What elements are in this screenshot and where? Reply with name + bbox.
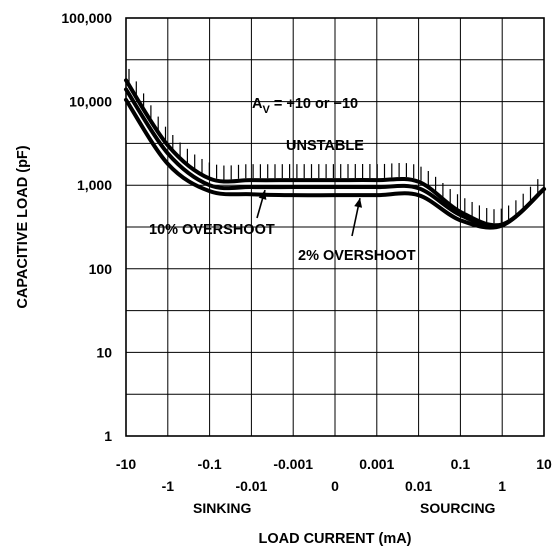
y-tick-label: 100 [89,261,113,277]
overshoot-2-label: 2% OVERSHOOT [298,248,416,264]
y-tick-label: 100,000 [61,10,112,26]
x-tick-label: -0.001 [273,456,313,472]
arrow-to-10pct-curve [256,189,267,219]
arrow-to-2pct-curve [351,197,363,237]
y-tick-label: 10 [96,344,112,360]
series-line-upper-boundary [124,78,546,228]
x-tick-labels: -10 -0.1 -0.001 0.001 0.1 10 -1 -0.01 0 0.01 1 [116,456,552,494]
x-tick-label: 0.01 [405,478,432,494]
x-tick-label: -10 [116,456,136,472]
sinking-label: SINKING [193,500,251,516]
y-tick-label: 1,000 [77,177,112,193]
x-tick-label: 1 [498,478,506,494]
x-tick-label: 0 [331,478,339,494]
x-tick-label: -1 [162,478,175,494]
series-group [124,78,546,230]
x-tick-label: 0.1 [451,456,471,472]
plot-frame [125,17,545,437]
series-line-overshoot-2 [124,97,546,230]
y-tick-label: 10,000 [69,94,112,110]
y-tick-labels: 100,000 10,000 1,000 100 10 1 [61,10,112,444]
x-tick-label: 0.001 [359,456,394,472]
y-axis-title: CAPACITIVE LOAD (pF) [15,145,31,308]
overshoot-10-label: 10% OVERSHOOT [149,222,275,238]
x-axis-title: LOAD CURRENT (mA) [258,531,411,547]
unstable-label: UNSTABLE [286,138,364,154]
x-tick-label: -0.1 [198,456,222,472]
instability-hatching [128,68,539,224]
gain-annotation: AV = +10 or −10 [252,96,358,116]
sourcing-label: SOURCING [420,500,496,516]
x-tick-label: -0.01 [235,478,267,494]
series-line-overshoot-10 [124,87,546,229]
x-tick-label: 10 [536,456,552,472]
annotation-arrows [256,189,363,237]
y-tick-label: 1 [104,428,112,444]
